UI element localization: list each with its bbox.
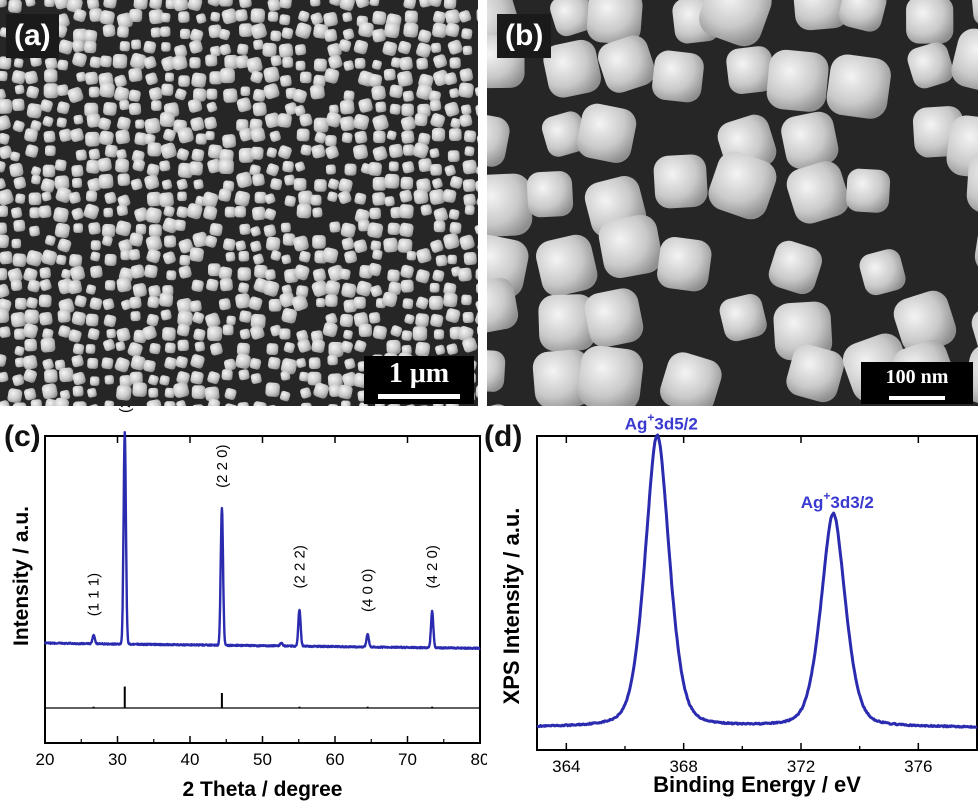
hkl-annotation: (2 2 0)	[214, 445, 231, 488]
x-tick-label-c: 60	[326, 750, 345, 769]
x-tick-label-d: 364	[552, 757, 580, 776]
x-tick-label-d: 372	[787, 757, 815, 776]
hkl-annotation: (4 0 0)	[360, 569, 377, 612]
x-axis-label-c: 2 Theta / degree	[183, 778, 343, 801]
panel-label-d: (d)	[484, 420, 523, 453]
x-tick-label-c: 30	[108, 750, 127, 769]
x-tick-label-d: 368	[669, 757, 697, 776]
x-axis-label-d: Binding Energy / eV	[653, 772, 861, 797]
x-tick-label-d: 376	[904, 757, 932, 776]
sem-image-a: (a) 1 μm	[0, 0, 478, 406]
hkl-annotation: (2 2 2)	[292, 545, 309, 588]
hkl-annotation: (4 2 0)	[424, 545, 441, 588]
sem-particles-a	[0, 0, 478, 406]
sem-particles-b	[487, 0, 978, 406]
particle-field	[487, 0, 978, 406]
scale-bar-line-a	[378, 394, 460, 399]
particle-field	[0, 0, 478, 406]
xrd-trace	[43, 431, 481, 650]
peak-annotation: Ag+3d3/2	[801, 489, 874, 512]
hkl-annotation: (2 0 0)	[117, 406, 134, 413]
x-tick-label-c: 20	[36, 750, 55, 769]
panel-label-b: (b)	[497, 14, 552, 58]
scale-bar-line-b	[889, 396, 945, 400]
sem-image-b: (b) 100 nm	[487, 0, 978, 406]
hkl-annotation: (1 1 1)	[86, 573, 103, 616]
y-axis-label-c: Intensity / a.u.	[10, 506, 33, 646]
scale-bar-label-b: 100 nm	[885, 366, 949, 388]
x-tick-label-c: 40	[181, 750, 200, 769]
panel-label-c: (c)	[4, 420, 41, 453]
x-tick-label-c: 80	[471, 750, 487, 769]
y-axis-label-d: XPS Intensity / a.u.	[499, 508, 524, 705]
scale-bar-label-a: 1 μm	[388, 358, 450, 389]
scale-bar-b: 100 nm	[861, 362, 973, 404]
scale-bar-a: 1 μm	[364, 356, 474, 404]
x-tick-label-c: 50	[253, 750, 272, 769]
panel-label-a: (a)	[6, 14, 59, 58]
plot-frame-c	[44, 435, 481, 744]
xps-chart: 364 368 372 376 Binding Energy / eV XPS Inten…	[499, 410, 978, 797]
peak-annotation: Ag+3d5/2	[625, 410, 698, 433]
xrd-chart: 20 30 40 50 60 70 80 2 Theta / degree Intensity …	[10, 406, 487, 801]
x-tick-label-c: 70	[398, 750, 417, 769]
xps-trace	[536, 433, 978, 729]
plot-frame-d	[536, 435, 978, 751]
